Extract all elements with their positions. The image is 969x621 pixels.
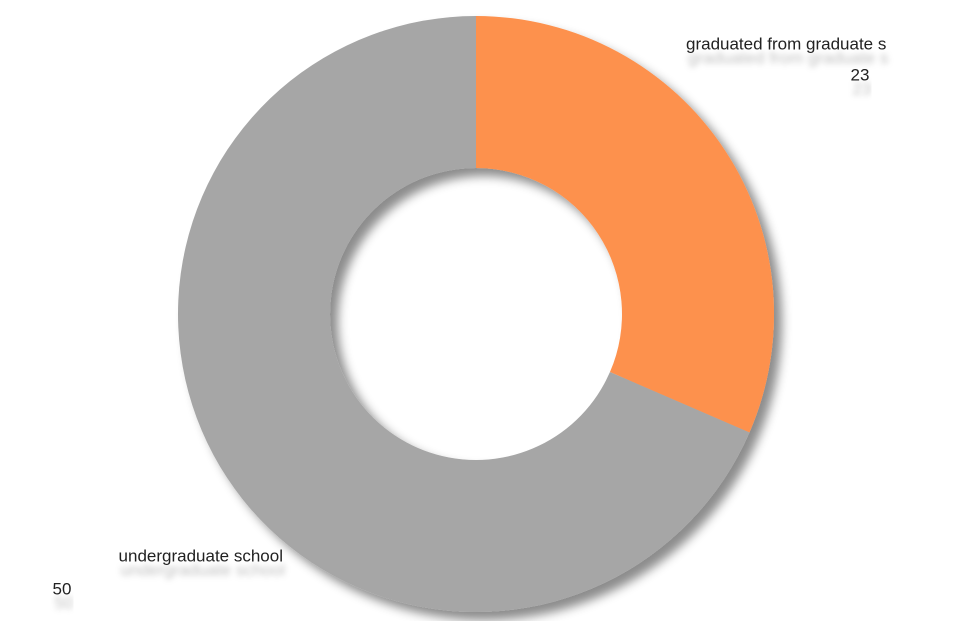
slice-label: graduated from graduate s — [686, 34, 886, 53]
donut — [178, 16, 774, 613]
slice-value: 50 — [53, 579, 72, 598]
slice-label: undergraduate school — [119, 546, 283, 565]
slice — [476, 16, 774, 433]
slice-value: 23 — [851, 65, 870, 84]
slice — [178, 16, 750, 613]
